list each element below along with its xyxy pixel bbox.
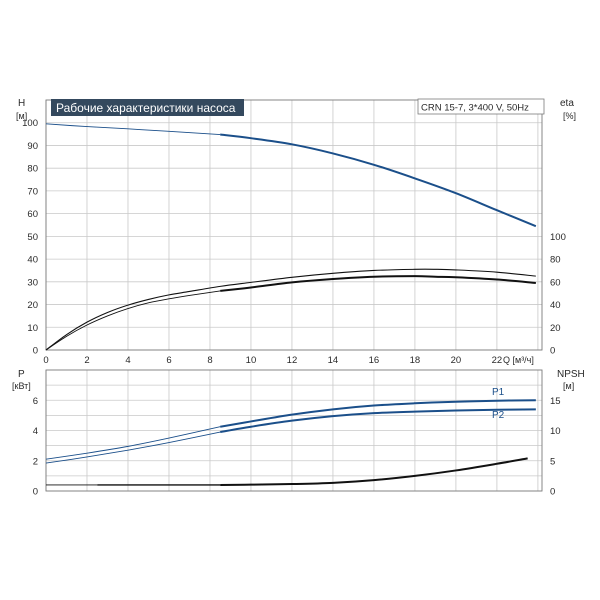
x-tick-label: 4 [125, 355, 130, 366]
x-tick-label: 0 [43, 355, 48, 366]
npsh-curve-bold [220, 457, 528, 486]
head-tick-label: 20 [27, 300, 38, 311]
head-tick-label: 90 [27, 141, 38, 152]
chart-title: Рабочие характеристики насоса [56, 101, 236, 115]
p2-curve-bold [220, 408, 536, 433]
head-tick-label: 60 [27, 209, 38, 220]
power-tick-label: 4 [33, 426, 38, 437]
grid-layer [45, 100, 542, 492]
eta-curve-bold [220, 275, 536, 292]
npsh-tick-label: 5 [550, 456, 555, 467]
p1-curve-label: P1 [492, 387, 505, 398]
head-tick-label: 10 [27, 323, 38, 334]
head-tick-label: 40 [27, 255, 38, 266]
eta-tick-label: 40 [550, 300, 561, 311]
eta-total-curve [45, 268, 536, 351]
power-panel-frame [45, 369, 543, 492]
npsh-axis-unit: [м] [563, 381, 574, 391]
chart-title-background [51, 99, 244, 116]
x-tick-label: 12 [287, 355, 298, 366]
head-tick-label: 70 [27, 186, 38, 197]
head-tick-label: 0 [33, 346, 38, 357]
p1-curve-thin [45, 426, 221, 460]
p1-curve-bold [220, 399, 536, 428]
x-tick-label: 2 [84, 355, 89, 366]
eta-tick-label: 60 [550, 277, 561, 288]
npsh-tick-label: 15 [550, 396, 561, 407]
head-tick-label: 50 [27, 232, 38, 243]
npsh-axis-label: NPSH [557, 369, 585, 380]
x-tick-label: 10 [246, 355, 257, 366]
eta-axis-unit: [%] [563, 111, 576, 121]
head-axis-unit: [м] [16, 111, 27, 121]
eta-tick-label: 80 [550, 255, 561, 266]
x-tick-label: 8 [207, 355, 212, 366]
x-tick-label: 6 [166, 355, 171, 366]
power-axis-unit: [кВт] [12, 381, 31, 391]
h-curve-bold [220, 133, 537, 228]
power-tick-label: 0 [33, 487, 38, 498]
h-curve-thin [45, 123, 221, 135]
head-tick-label: 80 [27, 164, 38, 175]
head-tick-label: 100 [22, 118, 38, 129]
power-tick-label: 2 [33, 456, 38, 467]
x-tick-label: 22 [492, 355, 503, 366]
power-axis-label: P [18, 369, 25, 380]
eta-tick-label: 100 [550, 232, 566, 243]
p2-curve-label: P2 [492, 410, 505, 421]
frame-layer [45, 99, 543, 492]
power-tick-label: 6 [33, 396, 38, 407]
head-tick-label: 30 [27, 277, 38, 288]
npsh-tick-label: 0 [550, 487, 555, 498]
eta-tick-label: 0 [550, 346, 555, 357]
eta-tick-label: 20 [550, 323, 561, 334]
model-info-text: CRN 15-7, 3*400 V, 50Hz [421, 103, 529, 114]
model-info-box [417, 98, 545, 115]
eta-curve-thin [45, 290, 221, 351]
flow-axis-label: Q [м³/ч] [503, 355, 534, 365]
x-tick-label: 20 [451, 355, 462, 366]
npsh-tick-label: 10 [550, 426, 561, 437]
x-tick-label: 16 [369, 355, 380, 366]
head-axis-label: H [18, 98, 25, 109]
tick-layer: 0 2 4 6 8 10 12 14 16 18 20 22010203040506070809010… [22, 118, 566, 497]
p2-curve-thin [45, 431, 221, 464]
eta-axis-label: eta [560, 98, 574, 109]
head-panel-frame [45, 99, 543, 351]
x-tick-label: 18 [410, 355, 421, 366]
x-tick-label: 14 [328, 355, 339, 366]
curve-layer [45, 123, 537, 486]
